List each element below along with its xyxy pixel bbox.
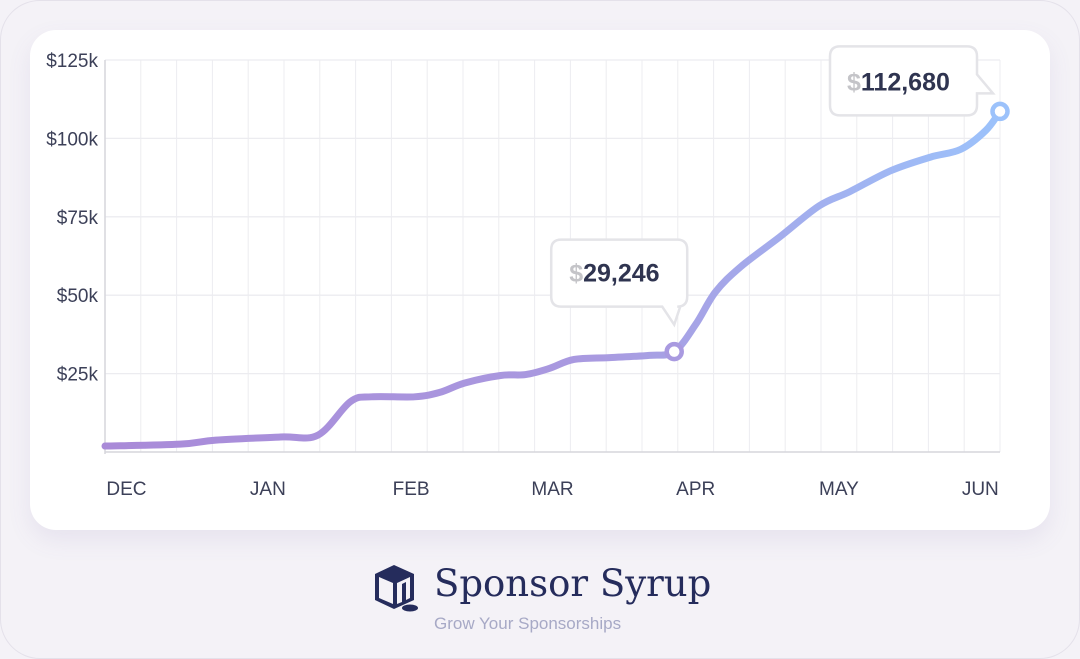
x-tick-label: APR — [676, 479, 715, 500]
cube-logo-icon — [375, 565, 418, 612]
value-tooltip: $112,680 — [828, 45, 1010, 122]
value-tooltip: $29,246 — [549, 238, 689, 362]
y-tick-label: $100k — [46, 129, 98, 150]
brand-name: Sponsor Syrup — [434, 562, 712, 605]
y-tick-label: $25k — [57, 365, 99, 386]
tooltip-text: $29,246 — [569, 260, 659, 288]
y-tick-label: $50k — [57, 286, 99, 307]
data-point-marker — [990, 101, 1010, 122]
tooltip-currency: $ — [569, 260, 583, 288]
tooltip-currency: $ — [847, 68, 861, 96]
y-tick-label: $125k — [46, 51, 98, 72]
tooltip-bubble — [549, 238, 689, 328]
brand-logo: Sponsor Syrup Grow Your Sponsorships — [372, 562, 712, 633]
x-tick-label: FEB — [393, 479, 430, 500]
brand-tagline: Grow Your Sponsorships — [434, 614, 622, 633]
x-tick-label: MAR — [531, 479, 573, 500]
data-point-marker — [664, 341, 684, 362]
tooltip-value: 29,246 — [583, 260, 659, 288]
tooltip-text: $112,680 — [847, 68, 950, 96]
series-line — [101, 107, 1004, 450]
x-tick-label: JAN — [250, 479, 286, 500]
x-tick-label: JUN — [962, 479, 999, 500]
tooltip-value: 112,680 — [861, 68, 950, 96]
x-tick-label: DEC — [106, 479, 146, 500]
x-tick-label: MAY — [819, 479, 859, 500]
tooltip-bubble — [828, 45, 996, 117]
y-tick-label: $75k — [57, 208, 99, 229]
